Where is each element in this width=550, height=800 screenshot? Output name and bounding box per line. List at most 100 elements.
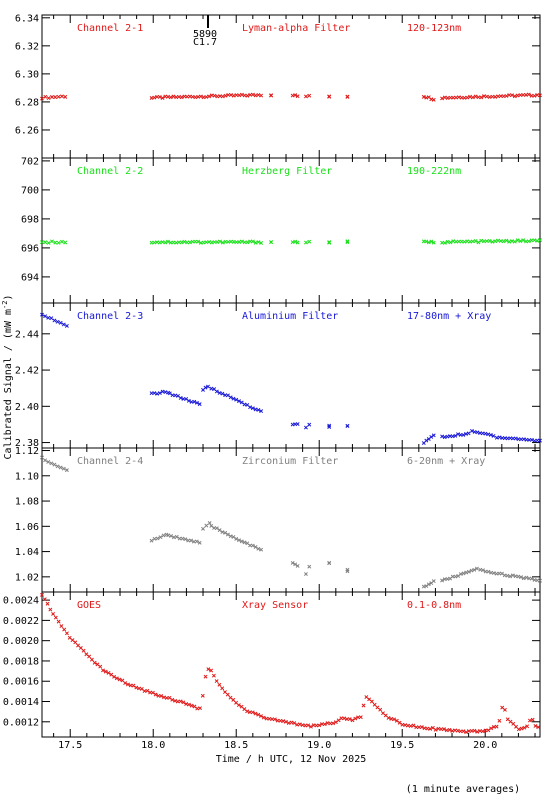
data-point bbox=[155, 536, 160, 541]
data-point bbox=[372, 702, 377, 707]
data-point bbox=[303, 240, 308, 245]
data-point bbox=[307, 239, 312, 244]
data-point bbox=[157, 95, 162, 99]
data-point bbox=[167, 391, 172, 396]
y-tick-label: 0.0014 bbox=[3, 697, 39, 708]
data-point bbox=[451, 239, 456, 244]
data-point bbox=[239, 92, 244, 97]
data-point bbox=[472, 728, 477, 733]
data-point bbox=[217, 391, 222, 395]
data-point bbox=[150, 690, 155, 695]
data-point bbox=[347, 717, 352, 722]
panel-band-label: 190-222nm bbox=[407, 166, 461, 177]
data-point bbox=[223, 530, 228, 535]
data-point bbox=[43, 240, 48, 245]
data-point bbox=[297, 722, 302, 727]
data-point bbox=[173, 698, 178, 703]
data-point bbox=[40, 240, 44, 245]
data-point bbox=[345, 424, 350, 429]
data-point bbox=[160, 96, 165, 100]
data-point bbox=[519, 726, 524, 731]
data-point bbox=[408, 724, 413, 728]
data-point bbox=[436, 726, 441, 731]
data-point bbox=[424, 584, 429, 588]
data-point bbox=[89, 657, 94, 662]
data-point bbox=[510, 573, 515, 578]
data-point bbox=[56, 240, 61, 245]
data-point bbox=[204, 523, 209, 528]
data-point bbox=[250, 543, 255, 548]
data-point bbox=[462, 239, 467, 244]
data-point bbox=[49, 461, 54, 466]
data-point bbox=[306, 723, 311, 728]
data-point bbox=[201, 526, 205, 531]
panel-frame bbox=[41, 14, 541, 159]
data-point bbox=[218, 239, 222, 244]
data-point bbox=[152, 536, 157, 541]
data-point bbox=[308, 724, 313, 729]
data-point bbox=[293, 93, 298, 98]
data-point bbox=[358, 715, 363, 720]
data-point bbox=[40, 96, 44, 101]
panel-1: 6.26 6.28 6.30 6.32 6.34 Channel 2-1 Lyman-alp… bbox=[15, 13, 542, 159]
y-tick-label: 1.12 bbox=[15, 446, 39, 457]
data-point bbox=[92, 660, 97, 665]
data-point bbox=[489, 726, 494, 731]
data-point bbox=[209, 386, 214, 391]
data-point bbox=[223, 93, 228, 98]
panel-filter-label: Lyman-alpha Filter bbox=[242, 23, 350, 34]
data-point bbox=[198, 94, 203, 99]
data-point bbox=[46, 460, 51, 464]
data-point bbox=[333, 720, 338, 725]
data-point bbox=[112, 674, 117, 679]
data-point bbox=[448, 240, 453, 245]
data-point bbox=[259, 93, 264, 98]
data-point bbox=[170, 697, 175, 702]
data-point bbox=[331, 721, 336, 726]
data-point bbox=[501, 239, 506, 244]
data-point bbox=[538, 438, 542, 443]
data-point bbox=[480, 729, 485, 734]
data-point bbox=[166, 94, 170, 99]
data-point bbox=[52, 462, 57, 467]
data-point bbox=[532, 238, 537, 243]
data-point bbox=[186, 538, 191, 543]
data-point bbox=[259, 547, 264, 552]
data-point bbox=[179, 240, 184, 245]
data-point bbox=[220, 391, 225, 396]
data-point bbox=[526, 92, 531, 97]
y-tick-label: 1.06 bbox=[15, 522, 39, 533]
data-point bbox=[160, 389, 165, 394]
data-point bbox=[419, 725, 424, 730]
data-point bbox=[180, 536, 185, 541]
data-point bbox=[470, 95, 475, 100]
data-point bbox=[327, 94, 332, 99]
data-point bbox=[521, 238, 526, 243]
data-point bbox=[49, 316, 54, 321]
data-point bbox=[101, 668, 105, 673]
data-point bbox=[493, 239, 498, 244]
data-point bbox=[484, 94, 489, 99]
x-tick-label: 17.5 bbox=[58, 740, 82, 751]
panels-layer: 6.26 6.28 6.30 6.32 6.34 Channel 2-1 Lyman-alp… bbox=[3, 13, 542, 751]
data-point bbox=[159, 694, 164, 698]
data-point bbox=[369, 699, 374, 704]
data-point bbox=[160, 240, 165, 244]
data-point bbox=[220, 240, 225, 245]
data-point bbox=[486, 728, 491, 733]
data-point bbox=[386, 715, 391, 720]
data-point bbox=[307, 422, 312, 427]
y-tick-label: 0.0022 bbox=[3, 616, 39, 627]
data-point bbox=[192, 704, 197, 709]
data-point bbox=[345, 240, 350, 245]
data-point bbox=[40, 592, 44, 597]
data-point bbox=[217, 528, 222, 533]
data-point bbox=[507, 239, 512, 244]
data-point bbox=[259, 409, 264, 414]
data-point bbox=[293, 562, 298, 567]
data-point bbox=[225, 692, 230, 697]
data-point bbox=[458, 572, 463, 577]
data-point bbox=[447, 727, 452, 732]
data-point bbox=[239, 239, 244, 244]
